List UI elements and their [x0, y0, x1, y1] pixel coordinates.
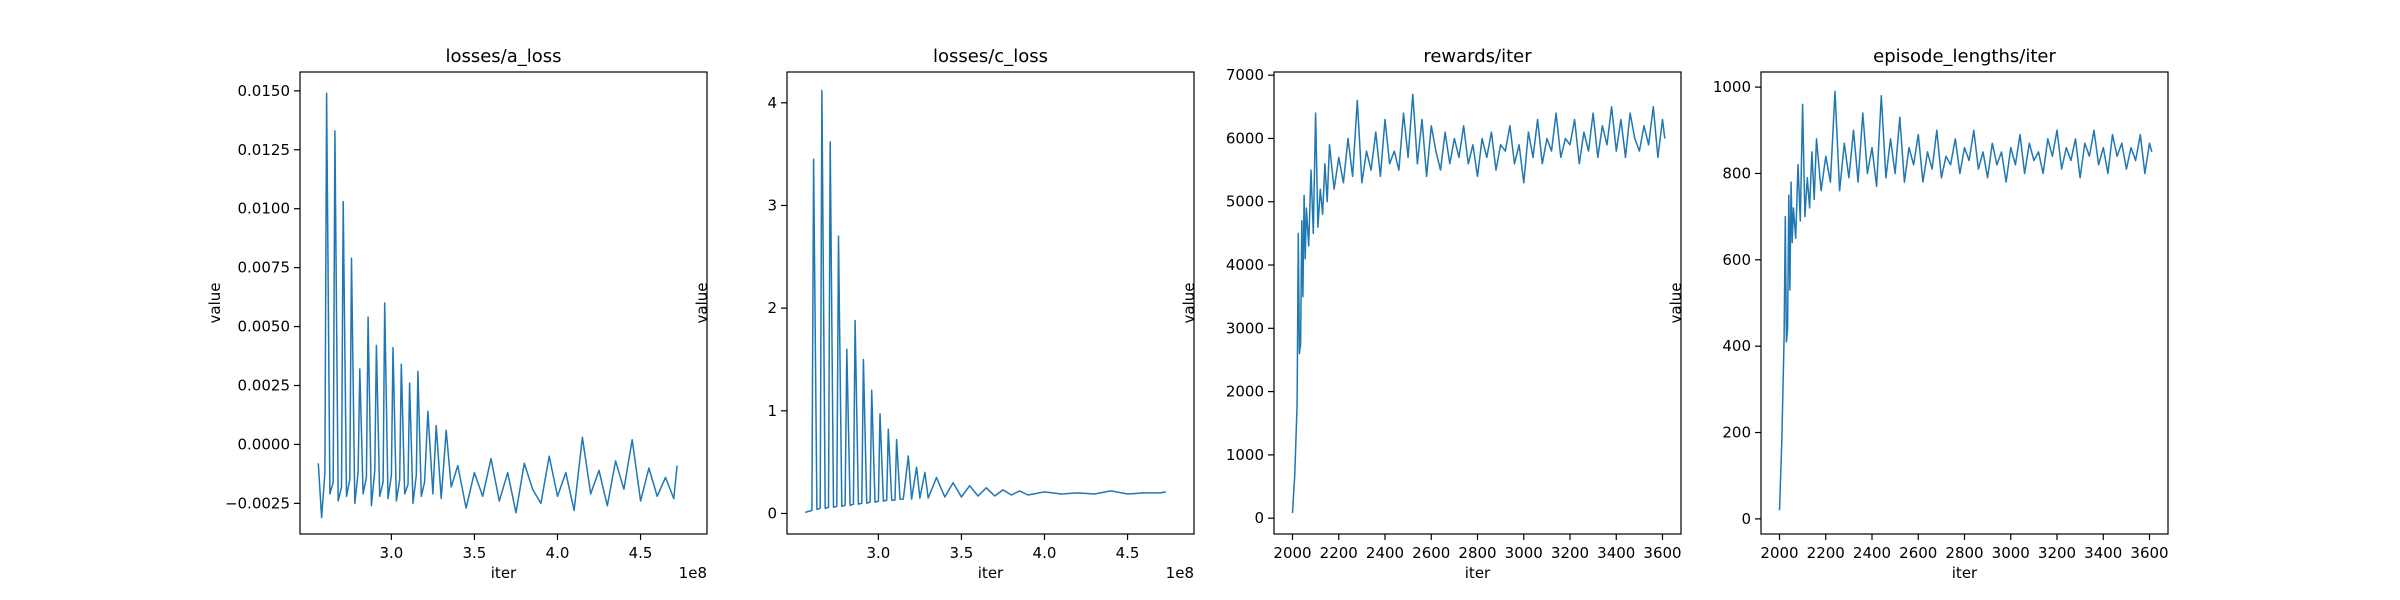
x-tick-label: 2800	[1945, 544, 1983, 562]
y-tick-label: 5000	[1226, 193, 1264, 211]
chart-panel-4: 2000 2200 2400 2600 2800 3000 3200 3400 3600 0 200…	[1667, 46, 2169, 582]
chart-panel-3: 2000 2200 2400 2600 2800 3000 3200 3400 3600 0 100…	[1180, 46, 1682, 582]
y-tick-label: 0.0025	[238, 377, 291, 395]
y-tick-label: 0.0075	[238, 259, 291, 277]
y-tick-label: 0.0050	[238, 318, 291, 336]
y-tick-label: 3	[767, 196, 777, 214]
x-tick-label: 2800	[1458, 544, 1496, 562]
axes-frame	[299, 71, 708, 535]
chart-title: losses/a_loss	[445, 46, 561, 67]
series-line-1	[805, 89, 1166, 514]
y-tick-label: 600	[1722, 251, 1751, 269]
y-axis-label: value	[1180, 283, 1198, 324]
y-tick-label: 200	[1722, 424, 1751, 442]
x-tick-label: 3000	[1992, 544, 2030, 562]
y-axis-label: value	[1667, 283, 1685, 324]
x-tick-label: 2600	[1899, 544, 1937, 562]
x-tick-label: 3.5	[949, 544, 973, 562]
x-tick-label: 2000	[1273, 544, 1311, 562]
y-tick-label: 0.0150	[238, 82, 291, 100]
x-tick-label: 4.0	[546, 544, 570, 562]
x-tick-label: 4.0	[1033, 544, 1057, 562]
x-tick-label: 4.5	[629, 544, 653, 562]
y-tick-label: 1000	[1713, 78, 1751, 96]
y-tick-label: 1	[767, 402, 777, 420]
x-tick-label: 3.0	[866, 544, 890, 562]
y-tick-label: 0	[767, 504, 777, 522]
series-line-1	[1778, 90, 2153, 511]
x-tick-label: 2400	[1853, 544, 1891, 562]
chart-title: losses/c_loss	[933, 46, 1048, 67]
x-tick-label: 3600	[2130, 544, 2168, 562]
x-tick-label: 2200	[1320, 544, 1358, 562]
y-axis-label: value	[693, 283, 711, 324]
x-tick-label: 3600	[1643, 544, 1681, 562]
x-axis-label: iter	[1952, 564, 1978, 582]
x-tick-label: 3000	[1505, 544, 1543, 562]
y-tick-label: 0.0100	[238, 200, 291, 218]
x-tick-label: 4.5	[1116, 544, 1140, 562]
x-tick-label: 3400	[2084, 544, 2122, 562]
x-tick-label: 2600	[1412, 544, 1450, 562]
y-tick-label: 2000	[1226, 383, 1264, 401]
x-axis-label: iter	[491, 564, 517, 582]
x-tick-label: 3400	[1597, 544, 1635, 562]
chart-title: rewards/iter	[1423, 46, 1532, 67]
y-tick-label: 7000	[1226, 66, 1264, 84]
y-tick-label: 0	[1254, 509, 1264, 527]
x-offset-label: 1e8	[679, 564, 707, 582]
y-tick-label: −0.0025	[225, 494, 290, 512]
y-axis-label: value	[206, 283, 224, 324]
axes-frame	[1273, 71, 1682, 535]
y-tick-label: 2	[767, 299, 777, 317]
y-tick-label: 1000	[1226, 446, 1264, 464]
y-tick-label: 0.0125	[238, 141, 291, 159]
x-tick-label: 3.0	[379, 544, 403, 562]
y-tick-label: 6000	[1226, 129, 1264, 147]
x-tick-label: 2400	[1366, 544, 1404, 562]
axes-frame	[786, 71, 1195, 535]
x-offset-label: 1e8	[1166, 564, 1194, 582]
series-line-1	[317, 92, 678, 519]
x-tick-label: 2000	[1760, 544, 1798, 562]
y-tick-label: 400	[1722, 337, 1751, 355]
chart-title: episode_lengths/iter	[1873, 46, 2056, 67]
y-tick-label: 3000	[1226, 319, 1264, 337]
y-tick-label: 4000	[1226, 256, 1264, 274]
x-tick-label: 3200	[2038, 544, 2076, 562]
x-axis-label: iter	[1465, 564, 1491, 582]
y-tick-label: 0.0000	[238, 435, 291, 453]
y-tick-label: 0	[1741, 510, 1751, 528]
x-tick-label: 3200	[1551, 544, 1589, 562]
x-tick-label: 3.5	[462, 544, 486, 562]
y-tick-label: 800	[1722, 164, 1751, 182]
chart-panel-1: 3.0 3.5 4.0 4.5 −0.0025 0.0000 0.0025 0.0050 0.0…	[206, 46, 708, 582]
axes-frame	[1760, 71, 2169, 535]
x-axis-label: iter	[978, 564, 1004, 582]
y-tick-label: 4	[767, 94, 777, 112]
series-line-1	[1291, 93, 1666, 514]
x-tick-label: 2200	[1807, 544, 1845, 562]
